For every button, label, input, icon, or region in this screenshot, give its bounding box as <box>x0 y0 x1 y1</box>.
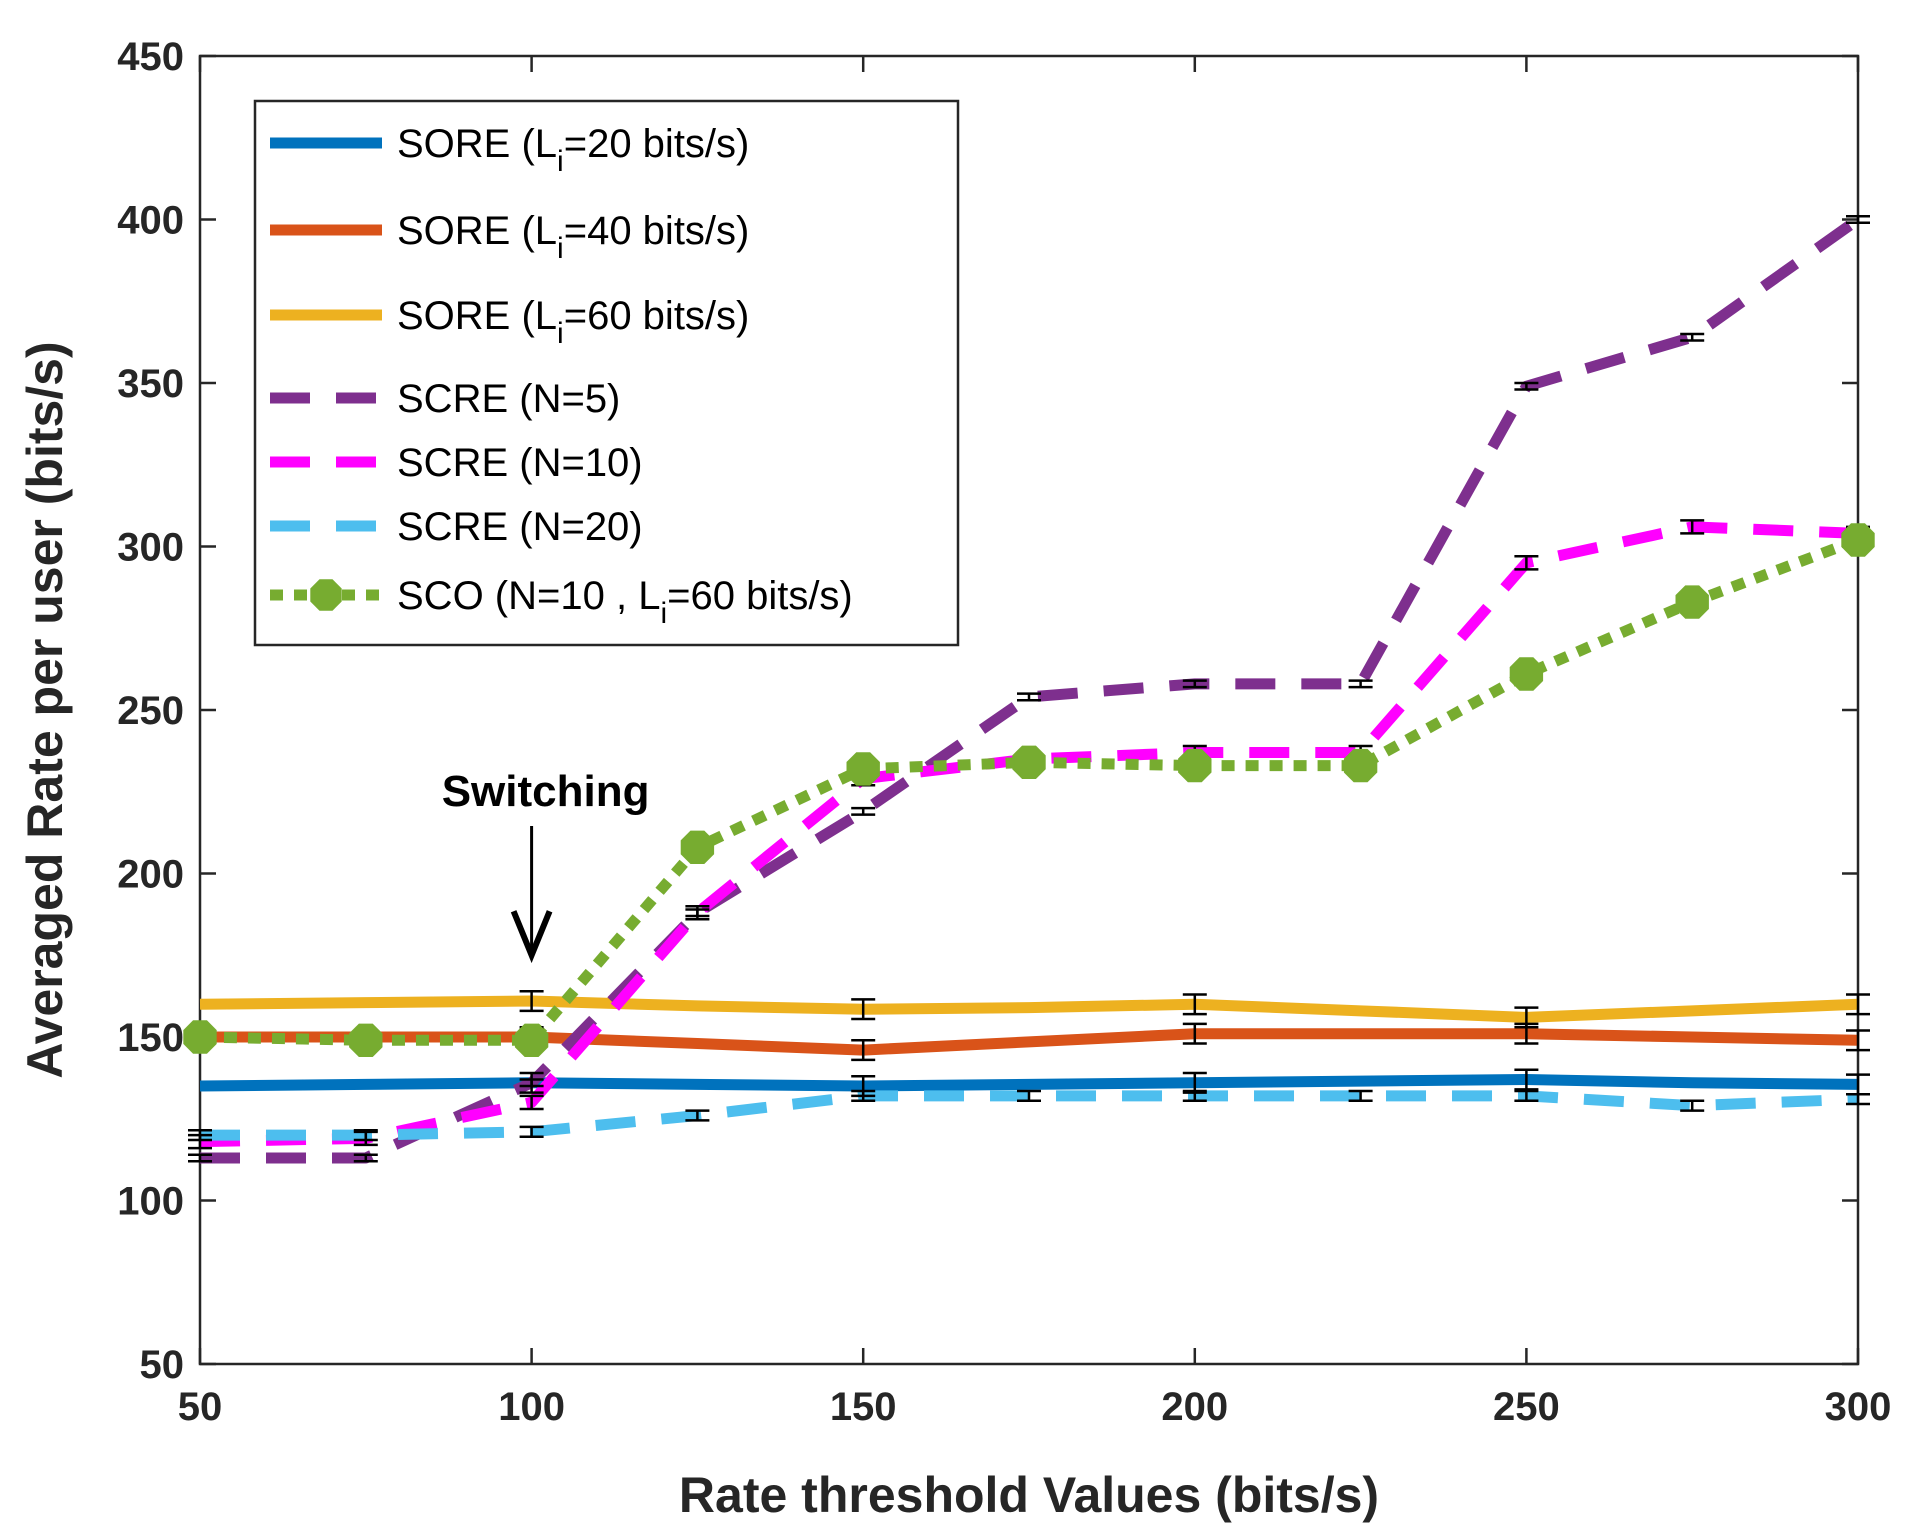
axes: 50 100 150 200 250 300 50 100 150 200 250 300 350 400… <box>117 35 1891 1429</box>
series-line-6 <box>199 534 1860 1046</box>
x-tick-label: 150 <box>830 1385 897 1429</box>
x-tick-label: 250 <box>1493 1385 1560 1429</box>
annotation-arrow-head <box>510 910 553 964</box>
annotation: Switching <box>442 767 650 964</box>
data-point-marker <box>1178 748 1212 783</box>
annotation-switching-label: Switching <box>442 767 650 816</box>
legend-entry-0: SORE (Li=20 bits/s) <box>397 122 749 178</box>
y-tick-label: 400 <box>117 199 184 243</box>
legend-entry-3: SCRE (N=5) <box>397 377 620 421</box>
series-line-2 <box>199 995 1859 1023</box>
y-axis-label: Averaged Rate per user (bits/s) <box>17 341 73 1078</box>
markers <box>183 523 1875 1057</box>
data-point-marker <box>1509 657 1544 691</box>
data-point-marker <box>1343 748 1378 783</box>
data-point-marker <box>183 1020 217 1054</box>
x-tick-label: 50 <box>178 1385 223 1429</box>
series-line-4 <box>199 521 1859 1148</box>
series-line-3 <box>200 215 1862 1164</box>
y-tick-label: 100 <box>117 1180 184 1224</box>
data-point-marker <box>1012 745 1046 779</box>
x-axis-label: Rate threshold Values (bits/s) <box>679 1467 1379 1523</box>
legend-entry-2: SORE (Li=60 bits/s) <box>397 294 749 350</box>
y-tick-label: 150 <box>117 1016 184 1060</box>
y-tick-label: 50 <box>140 1343 185 1387</box>
y-tick-label: 250 <box>117 689 184 733</box>
legend-marker-octagon <box>310 579 342 611</box>
data-point-marker <box>514 1023 549 1057</box>
data-point-marker <box>846 752 880 786</box>
x-tick-label: 200 <box>1161 1385 1228 1429</box>
y-tick-label: 350 <box>117 362 184 406</box>
legend: SORE (Li=20 bits/s) SORE (Li=40 bits/s) SO… <box>253 99 960 647</box>
data-point-marker <box>349 1023 383 1057</box>
y-tick-label: 200 <box>117 853 184 897</box>
y-tick-label: 300 <box>117 526 184 570</box>
legend-box <box>253 99 960 647</box>
legend-entry-6: SCO (N=10 , Li=60 bits/s) <box>397 574 853 630</box>
legend-entry-4: SCRE (N=10) <box>397 441 643 485</box>
series-line-0 <box>199 1074 1859 1092</box>
legend-entry-5: SCRE (N=20) <box>397 505 643 549</box>
x-tick-label: 300 <box>1825 1385 1892 1429</box>
data-point-marker <box>680 830 715 864</box>
legend-entry-1: SORE (Li=40 bits/s) <box>397 209 749 265</box>
data-point-marker <box>1675 585 1709 619</box>
y-tick-label: 450 <box>117 35 184 79</box>
error-bars <box>188 214 1870 1163</box>
x-tick-label: 100 <box>498 1385 565 1429</box>
data-point-marker <box>1841 523 1875 557</box>
